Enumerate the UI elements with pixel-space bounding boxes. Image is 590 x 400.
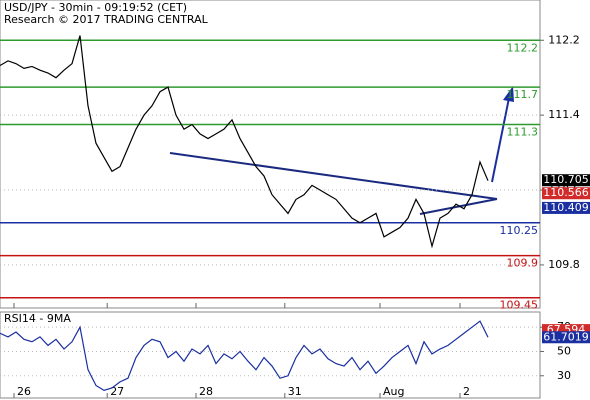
x-tick-label: 2 <box>463 385 470 398</box>
x-tick-label: Aug <box>383 385 404 398</box>
chart-title: USD/JPY - 30min - 09:19:52 (CET) <box>4 1 187 14</box>
level-label: 111.7 <box>507 88 539 101</box>
forecast-arrow <box>491 97 510 183</box>
y-tick-label: 30 <box>557 369 571 382</box>
y-tick-label: 109.8 <box>548 258 580 271</box>
x-tick-label: 26 <box>17 385 31 398</box>
price-tag <box>542 187 590 200</box>
rsi-panel <box>0 311 541 399</box>
x-tick-label: 27 <box>110 385 124 398</box>
price-tag-label: 110.705 <box>543 173 589 186</box>
price-tag <box>542 174 590 187</box>
y-tick-label: 112.2 <box>548 33 580 46</box>
trend-line <box>169 152 498 200</box>
chart-subtitle: Research © 2017 TRADING CENTRAL <box>4 13 209 26</box>
trend-line <box>419 198 498 215</box>
level-label: 109.9 <box>507 257 539 270</box>
price-tag <box>542 331 590 344</box>
rsi-title: RSI14 - 9MA <box>4 312 71 325</box>
x-tick-label: 31 <box>288 385 302 398</box>
level-label: 109.45 <box>500 299 539 312</box>
price-line <box>0 320 489 391</box>
level-label: 111.3 <box>507 126 539 139</box>
y-tick-label: 50 <box>557 344 571 357</box>
level-label: 110.25 <box>500 224 539 237</box>
y-tick-label: 111.4 <box>548 108 580 121</box>
price-line <box>0 35 489 249</box>
x-tick-label: 28 <box>199 385 213 398</box>
main-panel <box>0 0 541 309</box>
price-tag <box>542 201 590 214</box>
arrow-head <box>503 86 514 102</box>
price-tag-label: 61.7019 <box>543 330 589 343</box>
level-label: 112.2 <box>507 41 539 54</box>
price-tag-label: 110.409 <box>543 201 589 214</box>
price-tag-label: 110.566 <box>543 186 589 199</box>
